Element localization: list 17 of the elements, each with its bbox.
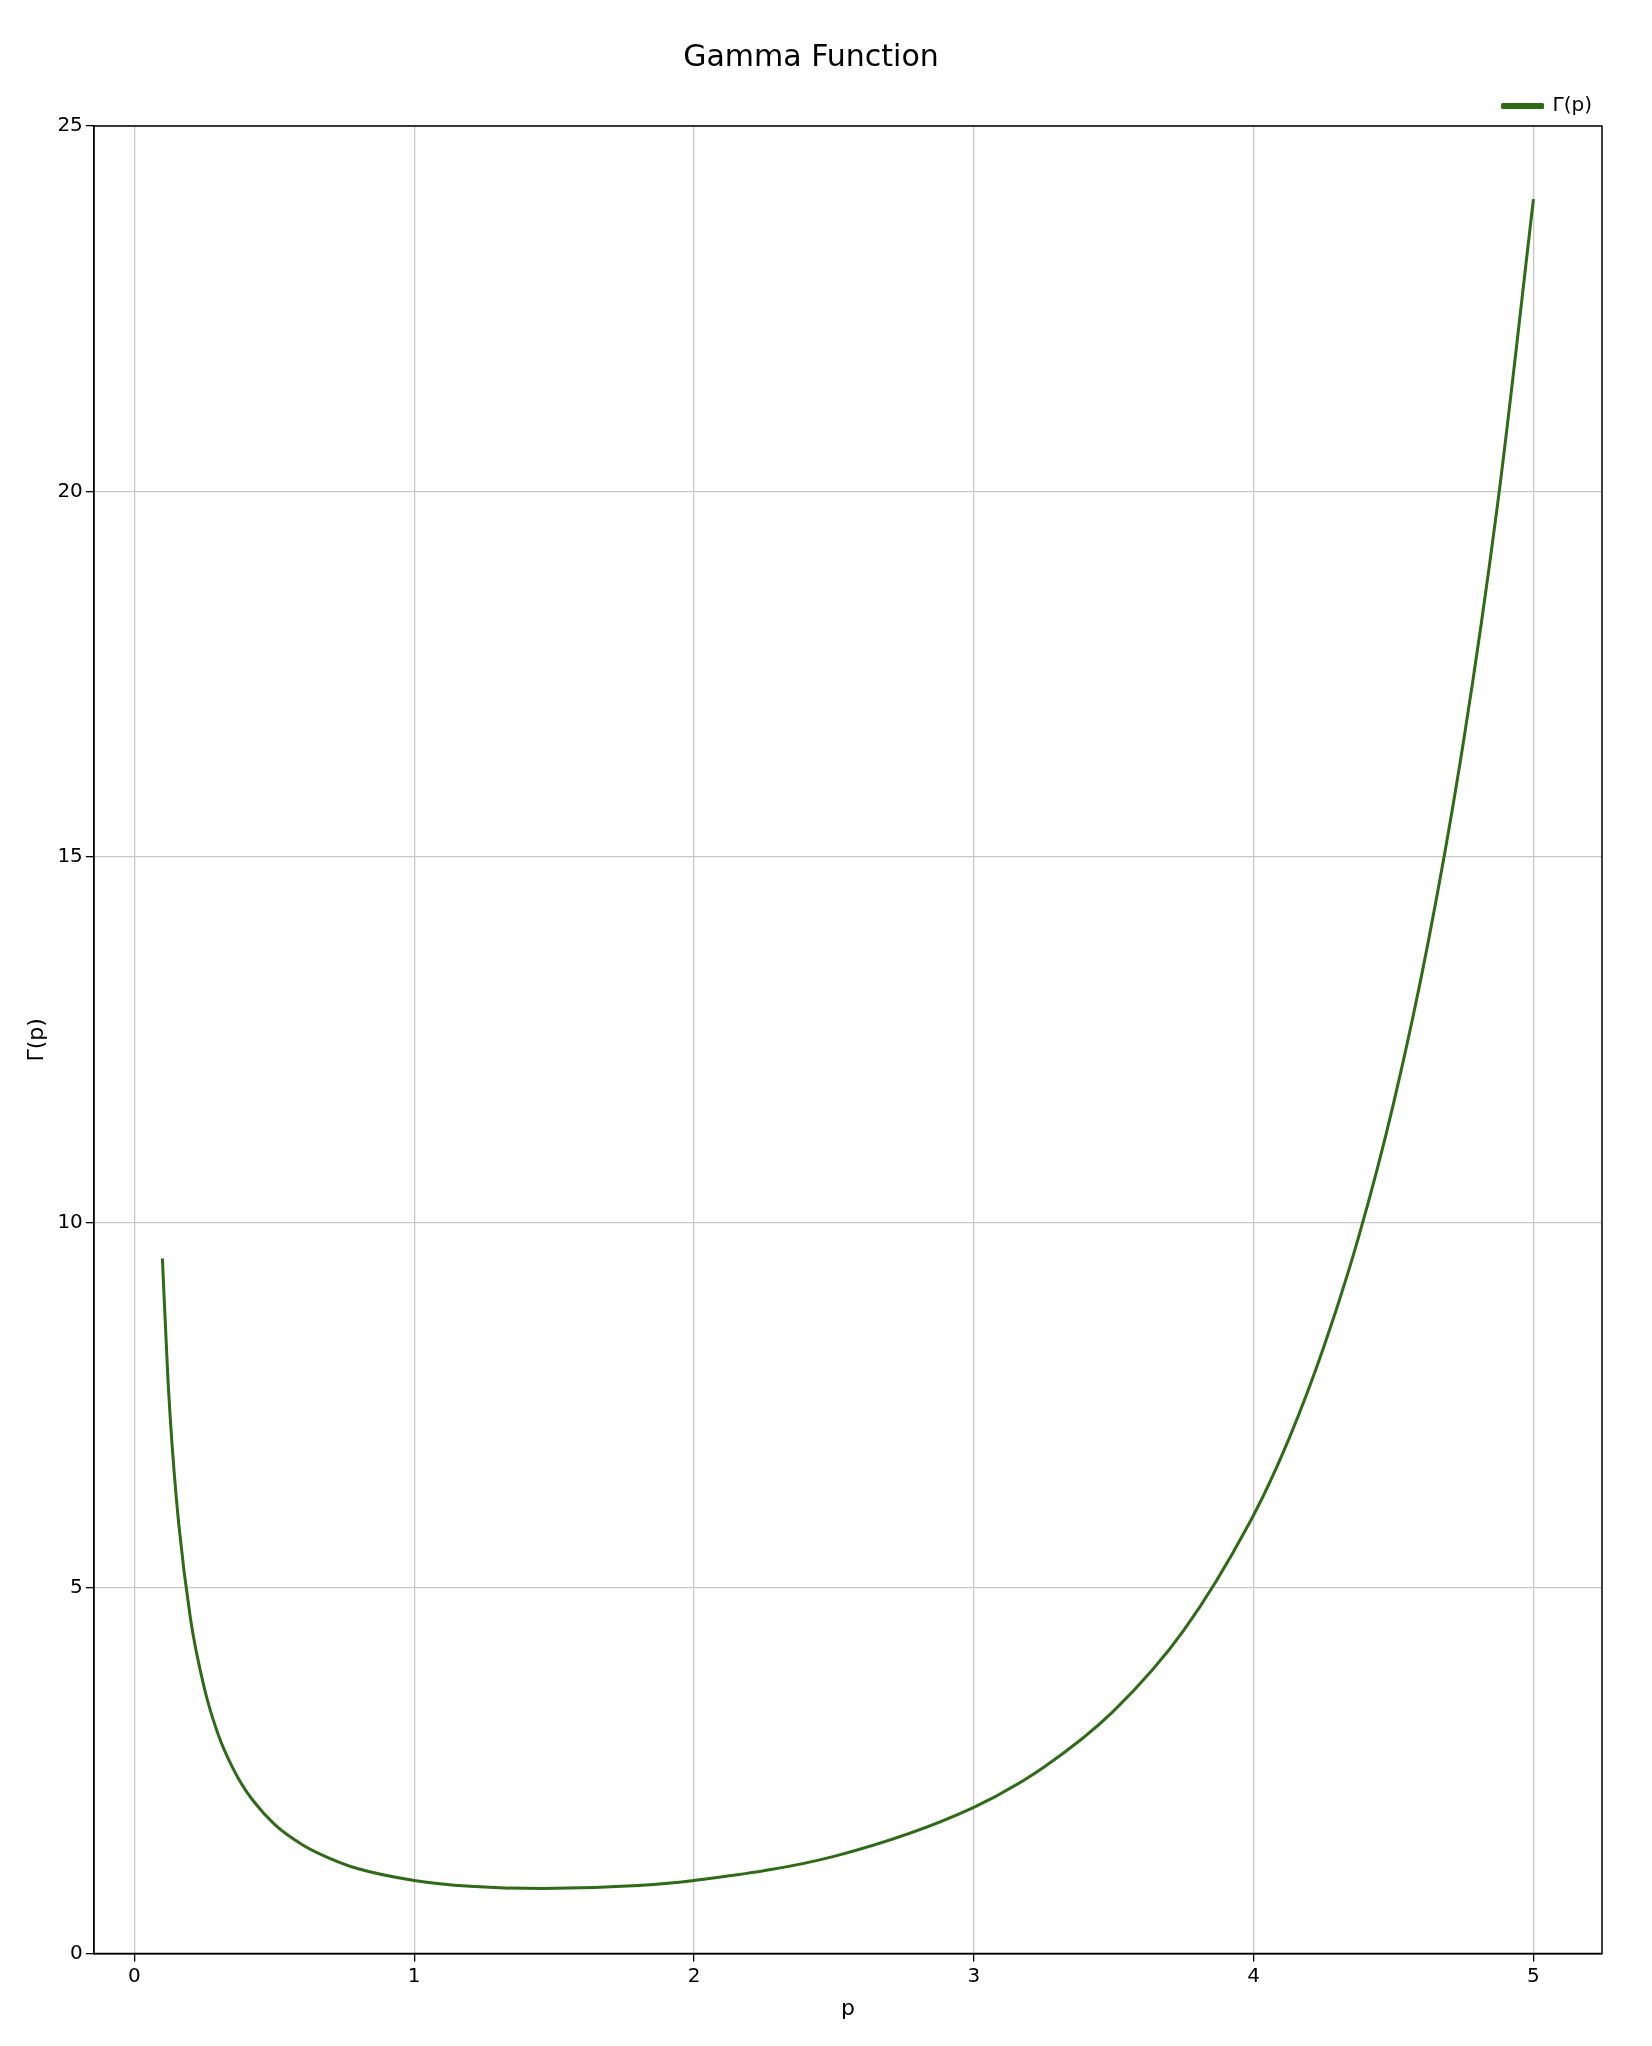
y-axis-title: Γ(p) <box>22 1018 48 1062</box>
chart-title: Gamma Function <box>683 37 939 73</box>
line-series <box>160 197 1535 1891</box>
x-tick-label: 4 <box>1247 1962 1261 1987</box>
x-tick-label: 5 <box>1527 1962 1540 1987</box>
y-tick-label: 15 <box>57 843 83 868</box>
x-tick-label: 1 <box>407 1962 421 1987</box>
legend-label: Γ(p) <box>1552 92 1593 117</box>
y-tick-label: 20 <box>57 477 83 502</box>
x-tick-label: 2 <box>687 1962 701 1987</box>
y-tick-label: 10 <box>57 1208 83 1233</box>
y-tick-label: 0 <box>70 1939 83 1964</box>
x-tick-label: 3 <box>967 1962 981 1987</box>
x-tick-label: 0 <box>128 1962 141 1987</box>
y-tick-label: 5 <box>70 1574 83 1599</box>
x-axis-title: p <box>840 1994 855 2020</box>
y-tick-label: 25 <box>57 112 83 137</box>
